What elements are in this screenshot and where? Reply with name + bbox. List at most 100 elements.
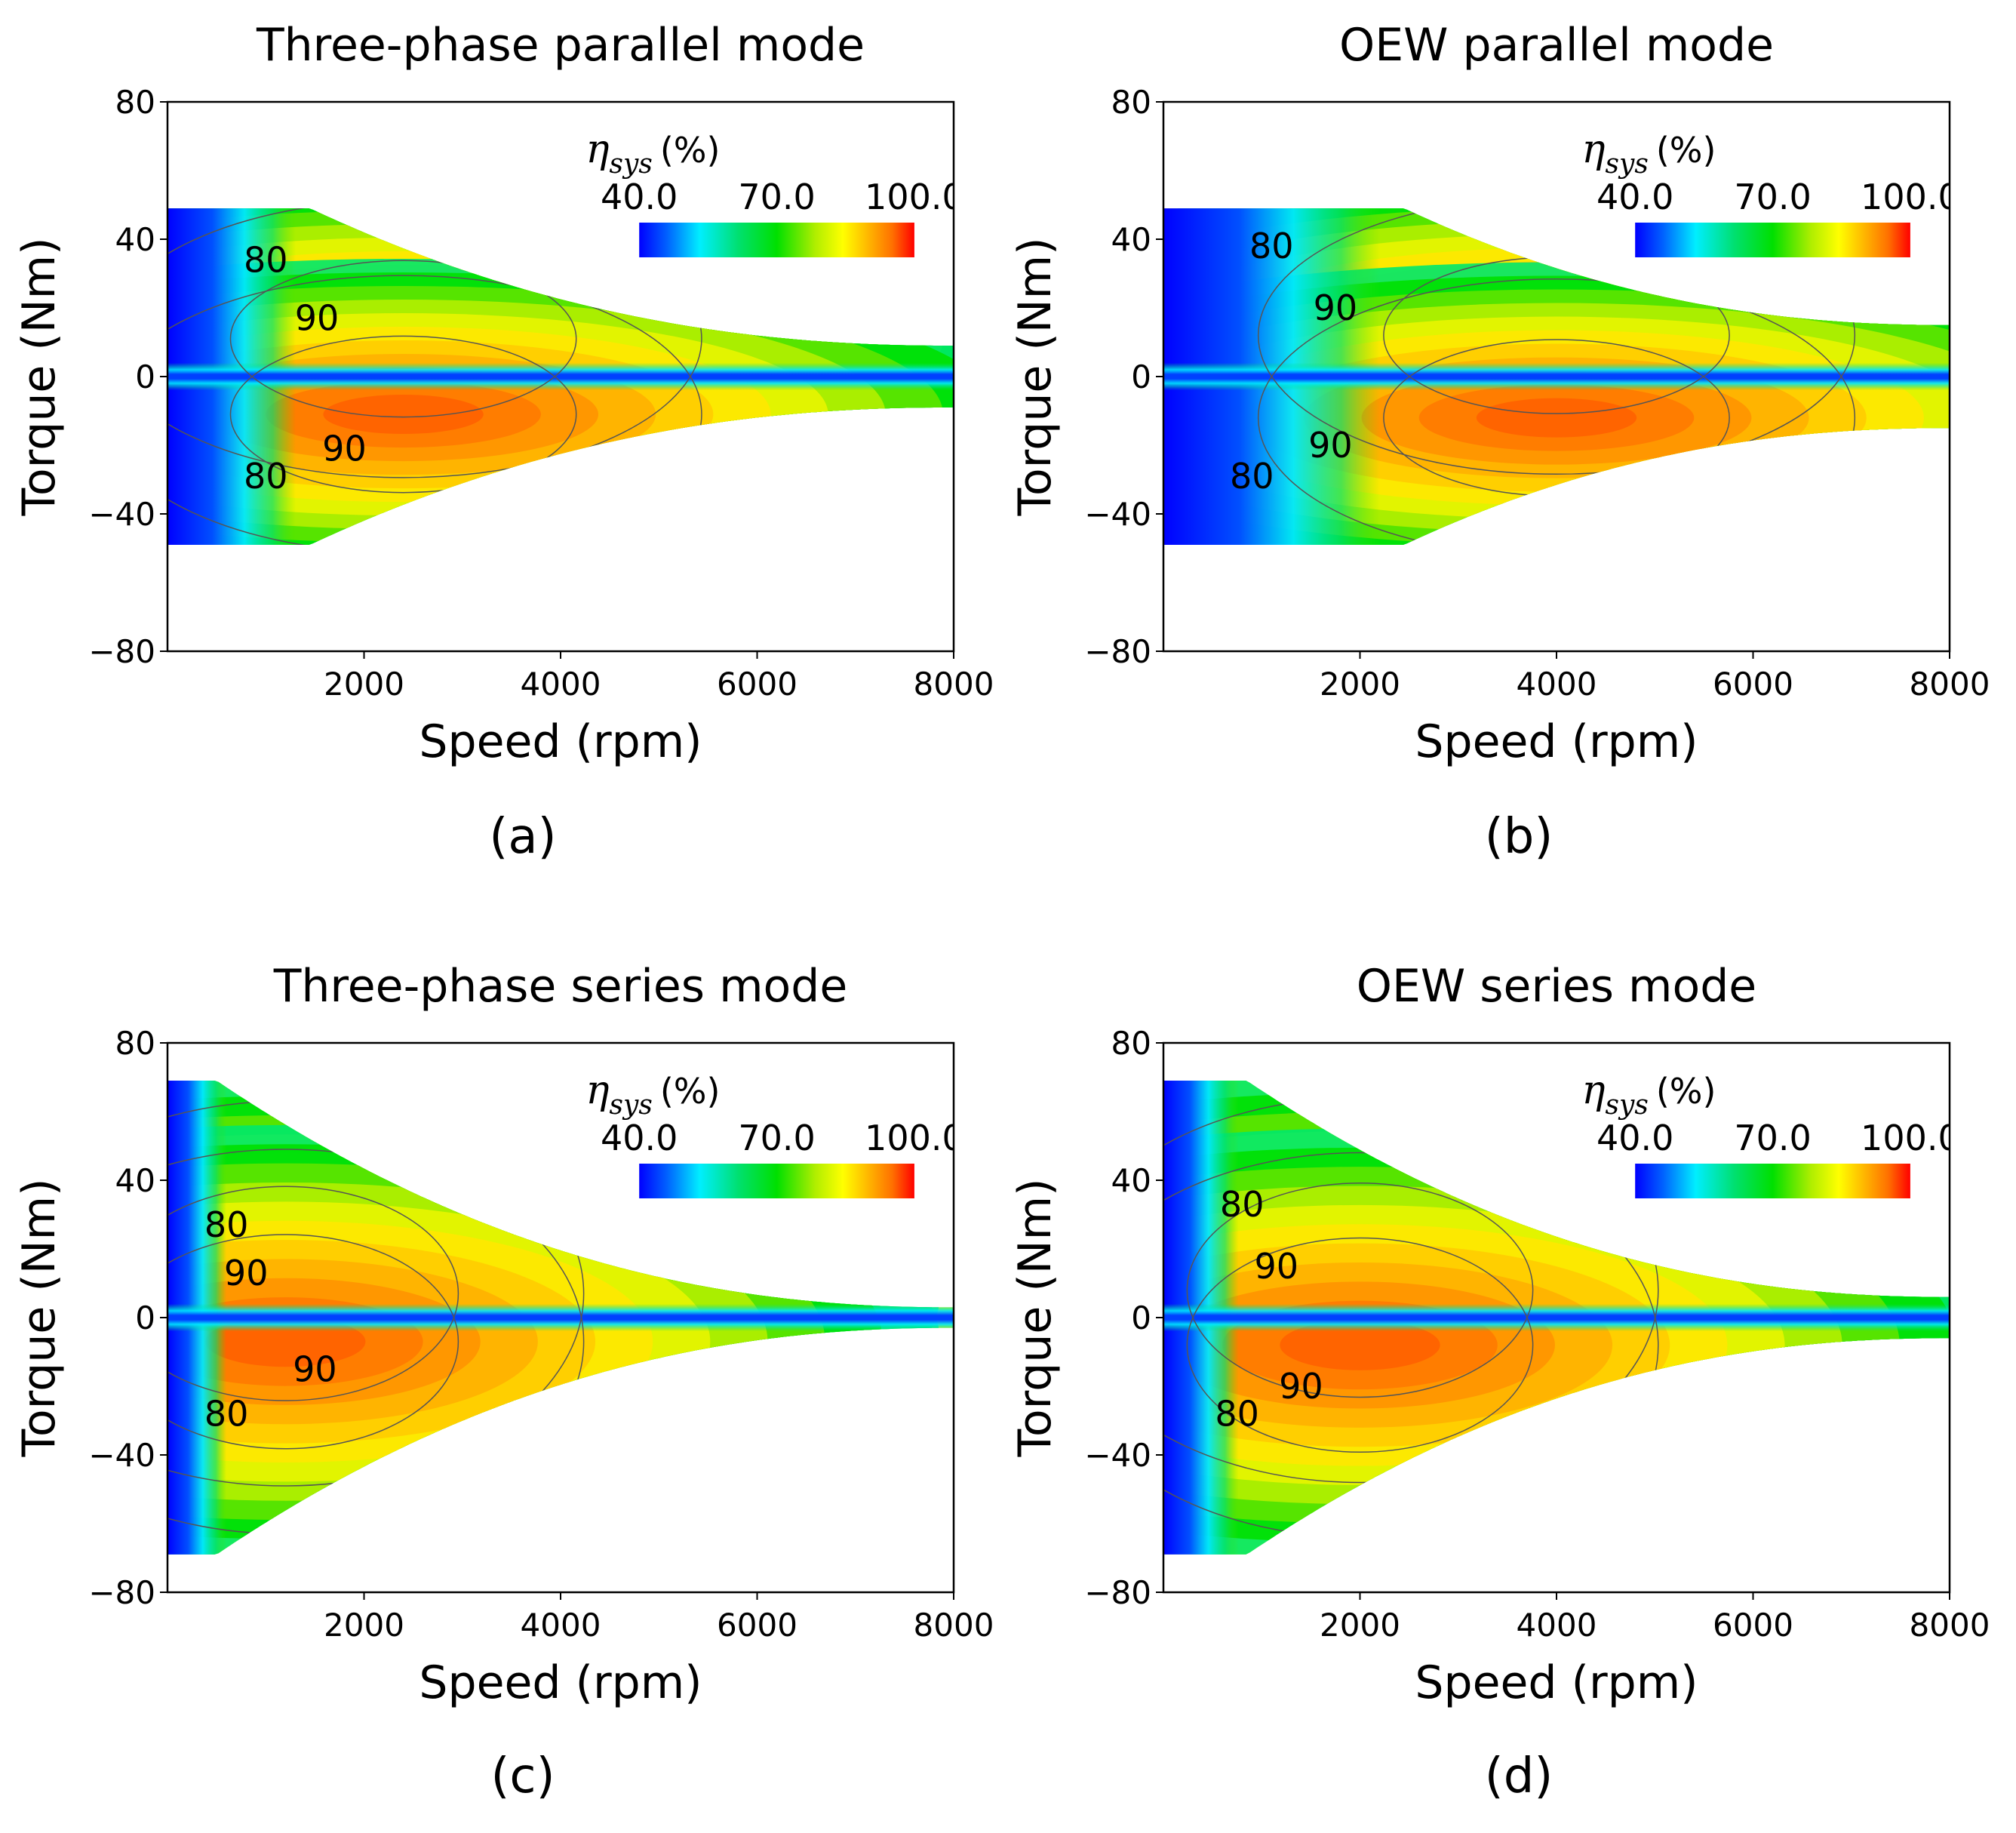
panel-caption: (a): [489, 809, 556, 865]
x-tick-label: 8000: [914, 666, 994, 703]
zero-torque-strip: [167, 362, 954, 391]
x-tick-label: 8000: [914, 1607, 994, 1644]
y-axis-label: Torque (Nm): [1009, 237, 1062, 516]
colorbar-tick-label: 70.0: [738, 177, 815, 217]
chart-title: Three-phase parallel mode: [256, 19, 865, 72]
contour-90: [229, 260, 577, 418]
x-axis-label: Speed (rpm): [419, 1656, 702, 1709]
efficiency-field: [1163, 208, 1950, 545]
efficiency-field: [167, 208, 954, 545]
x-tick-label: 4000: [521, 666, 601, 703]
x-tick-label: 4000: [521, 1607, 601, 1644]
zero-torque-strip: [1163, 362, 1950, 391]
y-tick-label: 80: [115, 84, 155, 121]
contour-label-90: 90: [322, 429, 367, 469]
colorbar: [1635, 223, 1910, 257]
y-tick-label: −80: [1084, 1574, 1151, 1611]
contour-label-80: 80: [1220, 1184, 1265, 1225]
y-tick-label: 0: [1131, 358, 1151, 395]
colorbar-tick-label: 70.0: [738, 1118, 815, 1158]
colorbar-tick-label: 40.0: [601, 177, 678, 217]
panel-caption: (d): [1485, 1748, 1553, 1804]
contour-label-80: 80: [1249, 226, 1294, 266]
contour-80: [1257, 278, 1856, 545]
x-tick-label: 4000: [1517, 1607, 1597, 1644]
chart-panel-d: 80 90 90 80 40.0 70.0 100.0 ηsys (%) 2000 4000 6000…: [1009, 960, 1990, 1804]
colorbar-tick-label: 70.0: [1734, 1118, 1811, 1158]
colorbar-tick-label: 70.0: [1734, 177, 1811, 217]
y-tick-label: −40: [88, 496, 155, 533]
y-tick-label: −40: [1084, 496, 1151, 533]
x-tick-label: 4000: [1517, 666, 1597, 703]
contour-90: [167, 1186, 459, 1401]
chart-title: OEW parallel mode: [1339, 19, 1774, 72]
y-tick-label: 40: [1111, 1162, 1151, 1199]
y-tick-label: −80: [88, 1574, 155, 1611]
colorbar-title: ηsys (%): [585, 127, 720, 180]
contour-lines: [167, 208, 702, 545]
y-tick-label: 80: [115, 1025, 155, 1062]
panel-caption: (c): [490, 1748, 555, 1804]
x-tick-label: 6000: [1713, 666, 1793, 703]
contour-label-90: 90: [1255, 1246, 1299, 1287]
y-tick-label: 80: [1111, 84, 1151, 121]
x-tick-label: 6000: [1713, 1607, 1793, 1644]
y-tick-label: −80: [1084, 633, 1151, 670]
contour-label-90: 90: [224, 1253, 269, 1293]
contour-label-80: 80: [1215, 1393, 1259, 1434]
contour-80: [167, 275, 702, 545]
y-axis-label: Torque (Nm): [13, 237, 66, 516]
contour-label-80: 80: [244, 456, 288, 497]
x-tick-label: 8000: [1910, 1607, 1990, 1644]
x-axis-label: Speed (rpm): [1415, 715, 1698, 768]
chart-title: Three-phase series mode: [273, 960, 848, 1013]
contour-90: [1186, 1237, 1534, 1453]
y-tick-label: 40: [115, 1162, 155, 1199]
x-tick-label: 2000: [1320, 1607, 1400, 1644]
contour-90: [1186, 1182, 1534, 1398]
colorbar-tick-label: 100.0: [865, 177, 964, 217]
contour-90: [167, 1234, 459, 1450]
colorbar: [639, 223, 914, 257]
chart-title: OEW series mode: [1357, 960, 1756, 1013]
colorbar: [1635, 1164, 1910, 1198]
x-axis-label: Speed (rpm): [419, 715, 702, 768]
x-tick-label: 2000: [324, 1607, 404, 1644]
contour-label-90: 90: [1314, 288, 1358, 328]
colorbar-tick-label: 100.0: [1861, 177, 1960, 217]
colorbar: [639, 1164, 914, 1198]
y-tick-label: 80: [1111, 1025, 1151, 1062]
y-tick-label: 0: [135, 1299, 155, 1336]
chart-panel-c: 80 90 90 80 40.0 70.0 100.0 ηsys (%) 2000 4000 6000…: [13, 960, 994, 1804]
contour-90: [229, 335, 577, 494]
panel-caption: (b): [1485, 809, 1553, 865]
x-tick-label: 8000: [1910, 666, 1990, 703]
contour-label-80: 80: [1230, 456, 1274, 497]
efficiency-band-96: [323, 395, 484, 435]
contour-80: [1257, 208, 1856, 475]
contour-label-80: 80: [204, 1204, 249, 1245]
colorbar-tick-label: 100.0: [865, 1118, 964, 1158]
x-axis-label: Speed (rpm): [1415, 1656, 1698, 1709]
colorbar-title: ηsys (%): [1581, 1068, 1716, 1121]
colorbar-tick-label: 40.0: [1597, 1118, 1673, 1158]
contour-label-80: 80: [204, 1393, 249, 1434]
y-tick-label: −40: [88, 1437, 155, 1474]
contour-label-90: 90: [1308, 425, 1353, 466]
colorbar-tick-label: 100.0: [1861, 1118, 1960, 1158]
x-tick-label: 2000: [324, 666, 404, 703]
y-axis-label: Torque (Nm): [13, 1178, 66, 1457]
chart-panel-b: 80 90 90 80 40.0 70.0 100.0 ηsys (%) 2000 4000 6000…: [1009, 19, 1990, 865]
y-tick-label: 40: [1111, 221, 1151, 258]
y-axis-label: Torque (Nm): [1009, 1178, 1062, 1457]
contour-label-90: 90: [293, 1349, 337, 1389]
colorbar-tick-label: 40.0: [1597, 177, 1673, 217]
contour-label-80: 80: [244, 239, 288, 280]
contour-80: [167, 208, 702, 478]
efficiency-band-96: [1280, 1320, 1440, 1370]
efficiency-band-96: [1476, 398, 1637, 438]
